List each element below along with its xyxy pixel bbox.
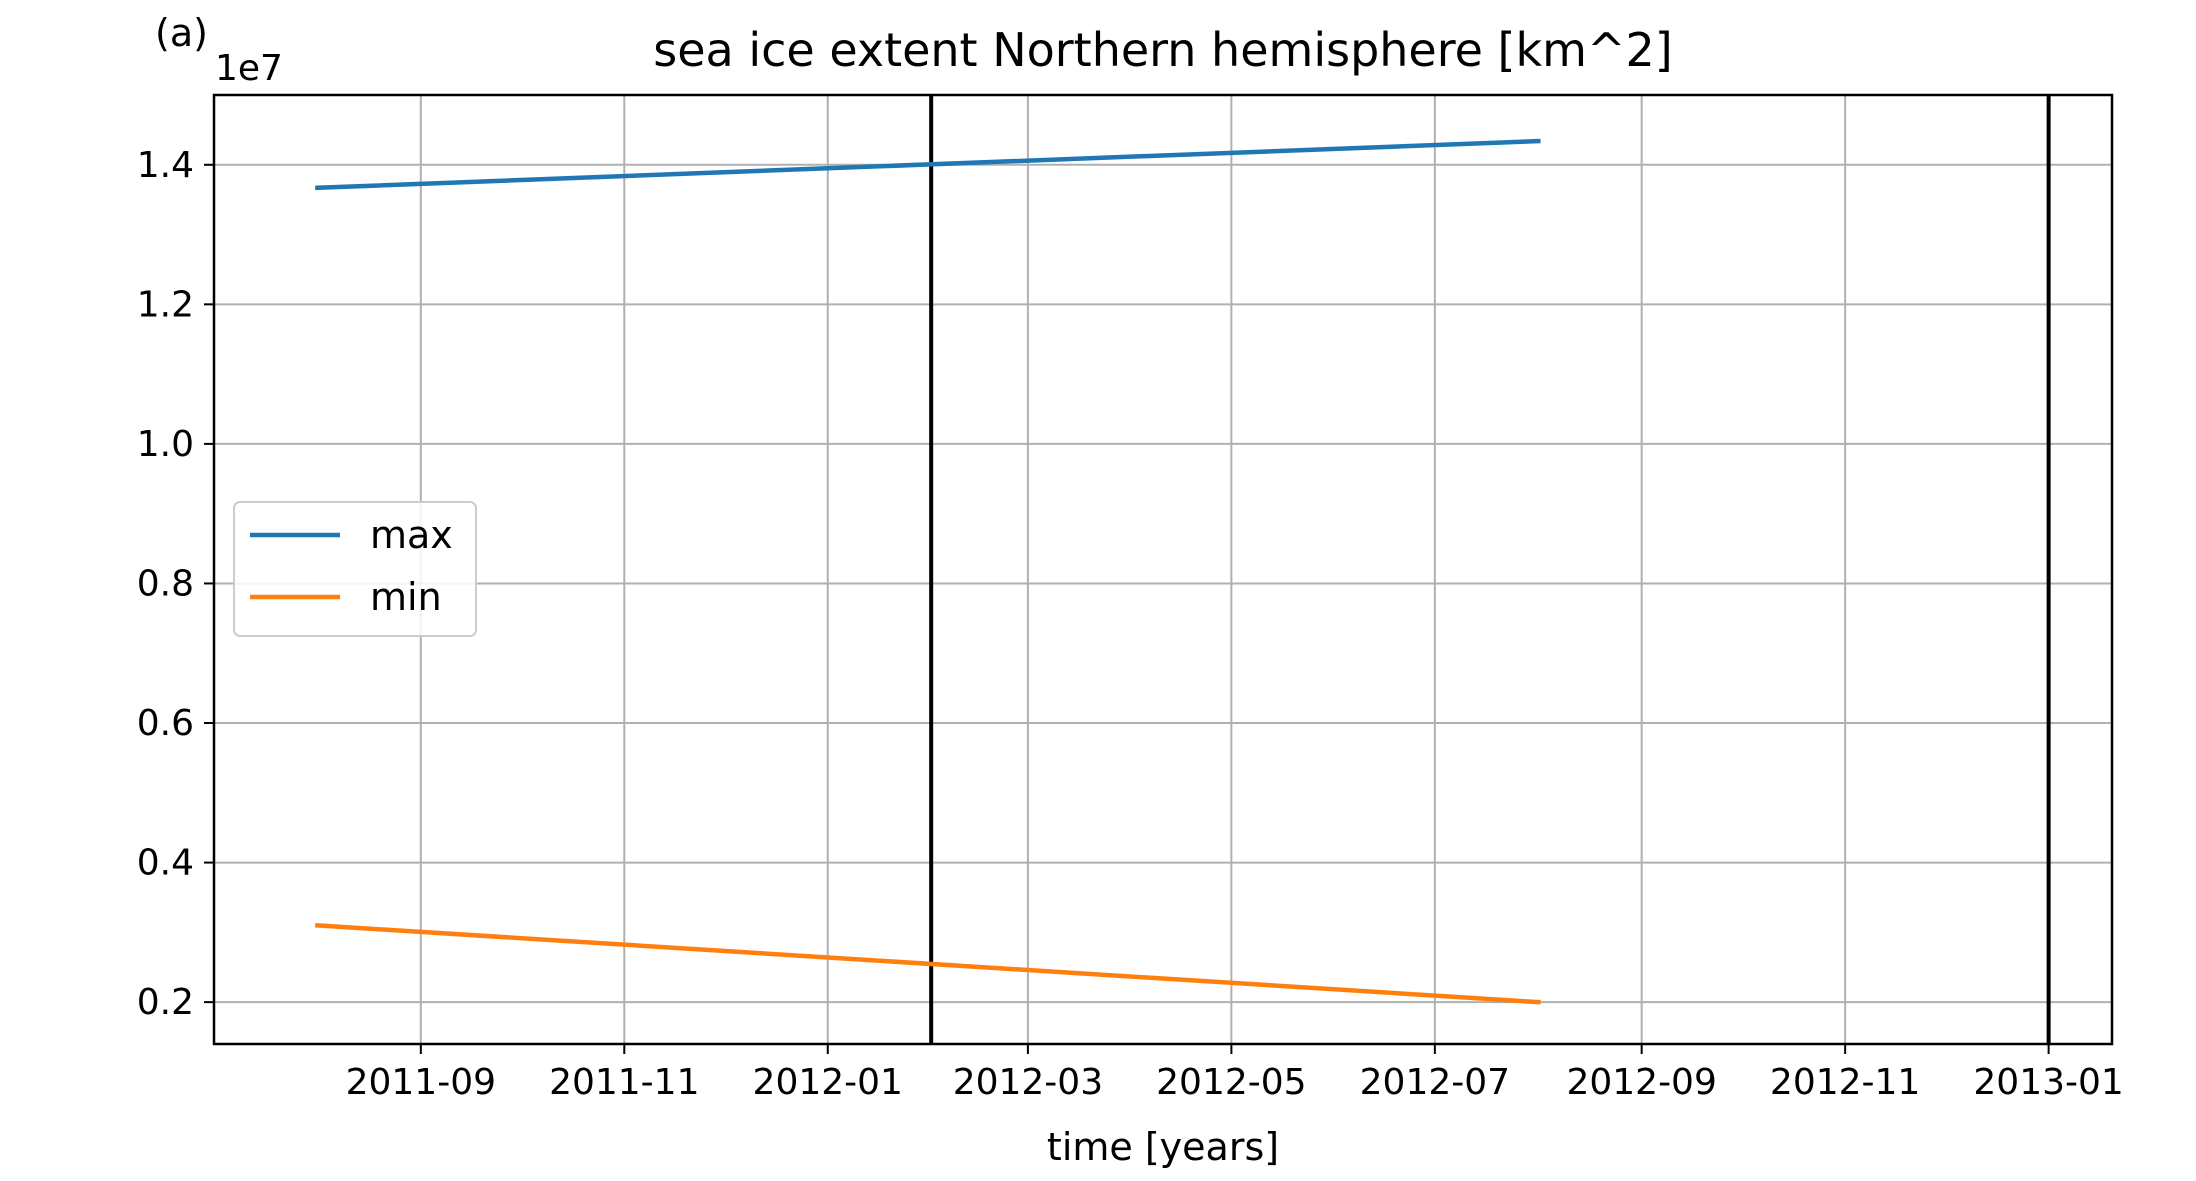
y-tick-label: 0.2: [137, 982, 194, 1023]
panel-label: (a): [155, 11, 208, 55]
vline-layer: [929, 95, 2051, 1044]
y-tick-label: 0.8: [137, 563, 194, 604]
series-line-min: [315, 923, 1541, 1005]
y-tick-label: 1.4: [137, 145, 194, 186]
x-tick-label: 2012-01: [753, 1062, 903, 1103]
x-tick-label: 2012-07: [1360, 1062, 1510, 1103]
x-tick-label: 2011-09: [346, 1062, 496, 1103]
x-tick-label: 2011-11: [549, 1062, 699, 1103]
legend: max min: [233, 501, 477, 637]
x-tick-label: 2013-01: [1973, 1062, 2123, 1103]
y-tick-label: 0.4: [137, 843, 194, 884]
y-tick-label: 1.0: [137, 424, 194, 465]
plot-frame: [212, 93, 2114, 1046]
y-tick-label: 0.6: [137, 703, 194, 744]
x-axis-label: time [years]: [1047, 1125, 1279, 1169]
y-tick-label: 1.2: [137, 284, 194, 325]
x-tick-label: 2012-05: [1156, 1062, 1306, 1103]
grid-layer: [214, 95, 2112, 1044]
legend-label-min: min: [370, 575, 442, 619]
tick-layer: 2011-09 2011-11 2012-01 2012-03 2012-05 2012-…: [137, 145, 2124, 1103]
series-layer: [315, 138, 1541, 1005]
series-line-max: [315, 138, 1541, 191]
y-offset-label: 1e7: [215, 48, 283, 89]
x-tick-label: 2012-11: [1770, 1062, 1920, 1103]
x-tick-label: 2012-03: [953, 1062, 1103, 1103]
x-tick-label: 2012-09: [1566, 1062, 1716, 1103]
legend-label-max: max: [370, 513, 453, 557]
chart-title: sea ice extent Northern hemisphere [km^2…: [653, 23, 1672, 77]
